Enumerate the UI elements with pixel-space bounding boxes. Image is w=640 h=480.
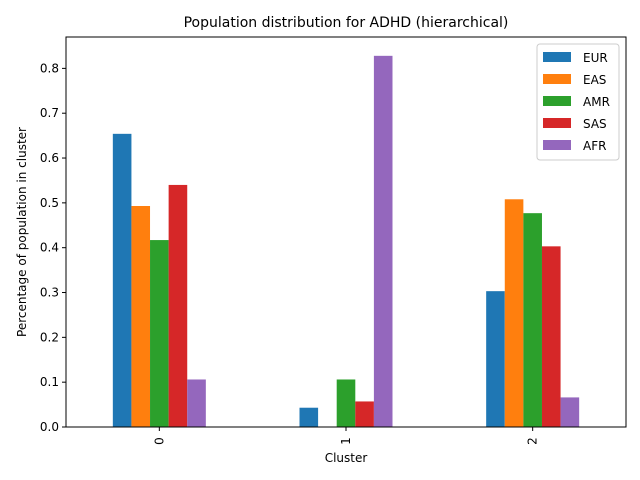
legend: EUR EAS AMR SAS AFR — [536, 43, 620, 161]
y-tick-label: 0.7 — [40, 106, 59, 120]
bar-amr-cluster-2 — [523, 213, 542, 427]
legend-label-eas: EAS — [583, 73, 606, 87]
legend-label-afr: AFR — [583, 139, 606, 153]
legend-box — [536, 43, 620, 161]
chart-title: Population distribution for ADHD (hierar… — [184, 15, 509, 31]
x-axis-label: Cluster — [325, 451, 368, 465]
bar-eur-cluster-0 — [112, 133, 132, 427]
bar-amr-cluster-0 — [150, 240, 169, 427]
bar-sas-cluster-2 — [541, 246, 561, 427]
legend-swatch-afr — [543, 140, 571, 150]
bar-sas-cluster-1 — [355, 401, 374, 427]
bar-afr-cluster-1 — [373, 55, 393, 427]
legend-swatch-eur — [543, 52, 571, 62]
bar-sas-cluster-0 — [168, 184, 188, 427]
legend-label-eur: EUR — [583, 51, 608, 65]
x-tick-label: 1 — [339, 437, 353, 445]
bar-eas-cluster-0 — [131, 206, 151, 427]
plot-area: 0.0 0.1 0.2 0.3 0.4 0.5 0.6 0.7 0.8 0 1 2 — [40, 36, 627, 445]
y-tick-label: 0.1 — [40, 375, 59, 389]
y-tick-label: 0.0 — [40, 420, 59, 434]
bar-afr-cluster-2 — [560, 397, 580, 427]
y-tick-label: 0.2 — [40, 330, 59, 344]
legend-swatch-sas — [543, 118, 571, 128]
y-tick-label: 0.8 — [40, 61, 59, 75]
bar-eur-cluster-1 — [299, 407, 319, 427]
legend-swatch-eas — [543, 74, 571, 84]
x-tick-label: 2 — [526, 437, 540, 445]
y-axis-label: Percentage of population in cluster — [15, 127, 29, 337]
y-tick-label: 0.4 — [40, 241, 59, 255]
bar-eas-cluster-2 — [504, 199, 524, 427]
y-tick-label: 0.3 — [40, 286, 59, 300]
bar-eur-cluster-2 — [486, 291, 505, 427]
x-tick-label: 0 — [152, 437, 166, 445]
y-tick-label: 0.5 — [40, 196, 59, 210]
bar-amr-cluster-1 — [336, 379, 356, 427]
legend-label-sas: SAS — [583, 117, 607, 131]
y-tick-label: 0.6 — [40, 151, 59, 165]
bar-afr-cluster-0 — [187, 379, 206, 427]
legend-label-amr: AMR — [583, 95, 610, 109]
legend-swatch-amr — [543, 96, 571, 106]
